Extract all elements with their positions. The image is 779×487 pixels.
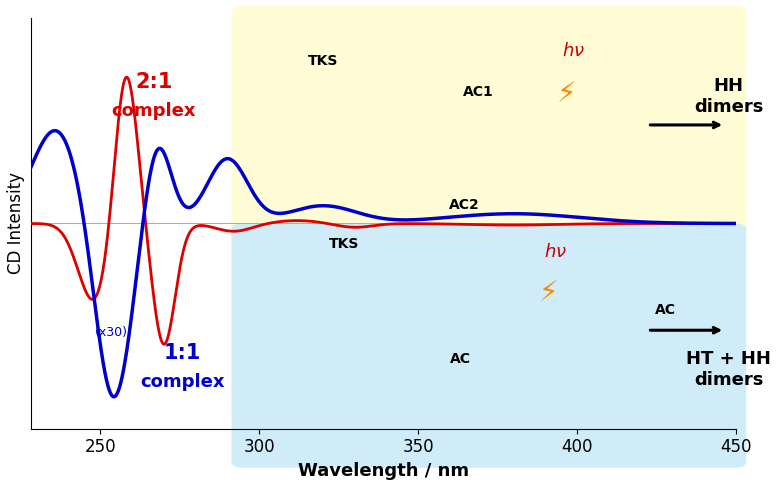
Text: 2:1: 2:1 bbox=[136, 72, 173, 92]
Text: HH
dimers: HH dimers bbox=[694, 77, 763, 115]
Text: AC2: AC2 bbox=[449, 198, 480, 212]
Text: TKS: TKS bbox=[329, 237, 359, 251]
FancyBboxPatch shape bbox=[231, 6, 746, 238]
Text: AC: AC bbox=[450, 352, 471, 366]
Text: complex: complex bbox=[140, 373, 224, 391]
Text: ⚡: ⚡ bbox=[557, 80, 576, 108]
Text: $h\nu$: $h\nu$ bbox=[545, 243, 567, 261]
Text: HT + HH
dimers: HT + HH dimers bbox=[686, 350, 771, 389]
Text: AC: AC bbox=[654, 303, 675, 317]
X-axis label: Wavelength / nm: Wavelength / nm bbox=[298, 462, 469, 480]
Text: $h\nu$: $h\nu$ bbox=[562, 42, 585, 60]
Text: ⚡: ⚡ bbox=[539, 279, 559, 307]
Text: (x30): (x30) bbox=[95, 326, 128, 339]
Text: TKS: TKS bbox=[308, 55, 338, 68]
Y-axis label: CD Intensity: CD Intensity bbox=[7, 172, 25, 275]
FancyBboxPatch shape bbox=[231, 224, 746, 468]
Text: complex: complex bbox=[111, 102, 196, 120]
Text: AC1: AC1 bbox=[463, 85, 494, 99]
Text: 1:1: 1:1 bbox=[164, 343, 201, 363]
